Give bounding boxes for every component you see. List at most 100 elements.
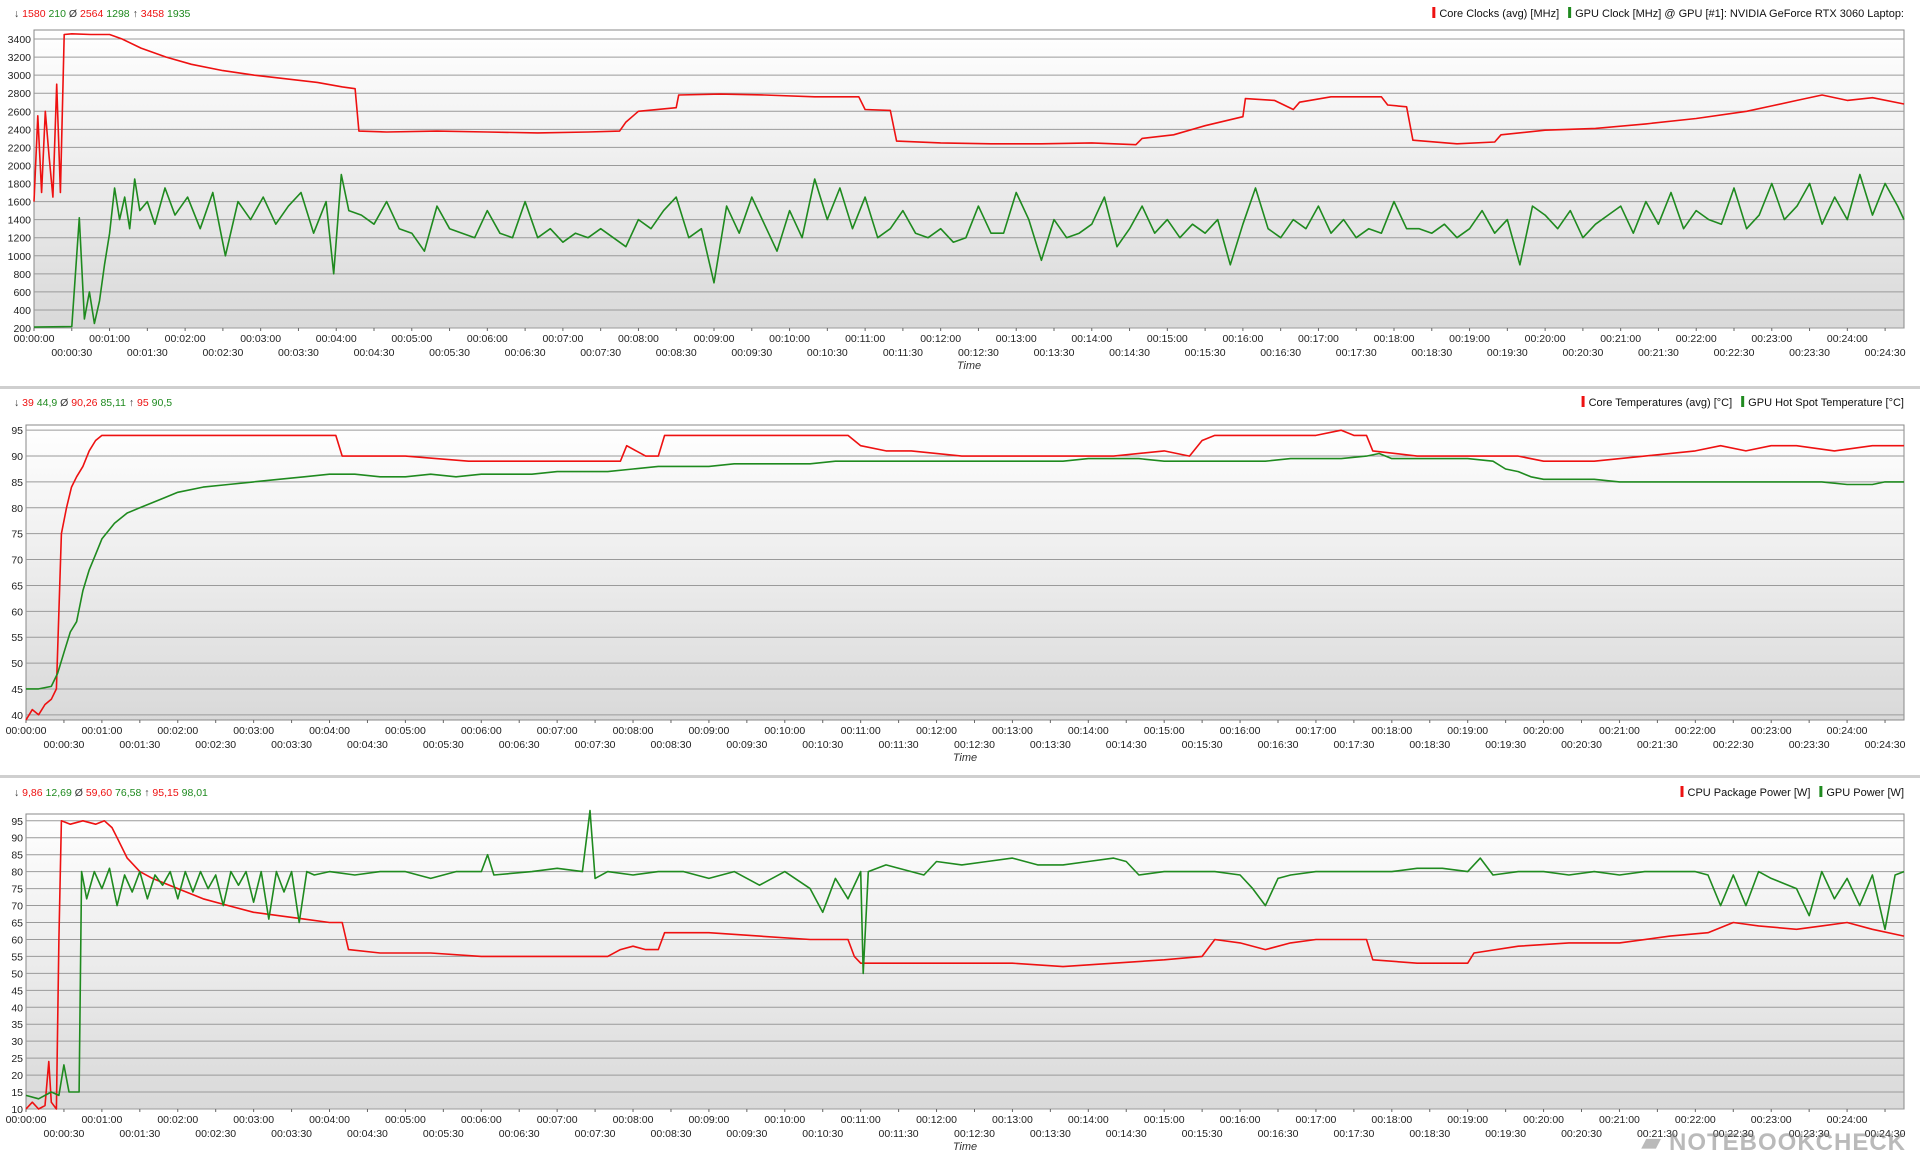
x-tick-label: 00:20:00 — [1525, 333, 1566, 345]
y-tick-label: 60 — [11, 606, 23, 618]
x-tick-label: 00:13:30 — [1030, 1128, 1071, 1140]
x-tick-label: 00:20:30 — [1562, 347, 1603, 359]
x-tick-label: 00:19:00 — [1447, 1114, 1488, 1126]
stats-value: ↓ — [14, 787, 22, 799]
stats-value: 2564 — [80, 8, 106, 20]
x-tick-label: 00:21:30 — [1637, 1128, 1678, 1140]
stats-value: 1935 — [167, 8, 191, 20]
y-tick-label: 95 — [11, 816, 23, 828]
x-tick-label: 00:20:00 — [1523, 1114, 1564, 1126]
x-tick-label: 00:23:30 — [1789, 347, 1830, 359]
x-tick-label: 00:07:30 — [575, 1128, 616, 1140]
y-tick-label: 25 — [11, 1053, 23, 1065]
x-tick-label: 00:08:00 — [613, 1114, 654, 1126]
legend-label: GPU Clock [MHz] @ GPU [#1]: NVIDIA GeFor… — [1575, 8, 1904, 20]
x-tick-label: 00:24:00 — [1827, 725, 1868, 737]
y-tick-label: 1200 — [8, 233, 32, 245]
y-tick-label: 90 — [11, 451, 23, 463]
panel-divider — [0, 386, 1920, 389]
x-tick-label: 00:17:30 — [1333, 1128, 1374, 1140]
y-tick-label: 75 — [11, 529, 23, 541]
stats-value: 76,58 — [115, 787, 141, 799]
y-tick-label: 50 — [11, 658, 23, 670]
x-tick-label: 00:12:30 — [954, 739, 995, 751]
legend-label: Core Clocks (avg) [MHz] — [1439, 8, 1559, 20]
stats-value: 1298 — [106, 8, 130, 20]
watermark-text: NOTEBOOKCHECK — [1668, 1129, 1906, 1156]
stats-value: 85,11 — [100, 397, 126, 409]
x-tick-label: 00:07:00 — [542, 333, 583, 345]
x-tick-label: 00:05:30 — [429, 347, 470, 359]
x-tick-label: 00:23:30 — [1789, 739, 1830, 751]
y-tick-label: 95 — [11, 425, 23, 437]
stats-value: ↑ — [129, 397, 137, 409]
chart-temperatures: 40 45 50 55 60 65 70 75 80 85 90 95 00:00:00 00:00:30… — [6, 396, 1906, 764]
stats-value: 90,26 — [71, 397, 100, 409]
y-tick-label: 40 — [11, 1002, 23, 1014]
stats-value: 210 — [48, 8, 66, 20]
x-tick-label: 00:19:30 — [1485, 1128, 1526, 1140]
y-tick-label: 65 — [11, 580, 23, 592]
y-tick-label: 2800 — [8, 88, 32, 100]
stats-value: ↓ — [14, 8, 22, 20]
x-tick-label: 00:02:00 — [157, 725, 198, 737]
x-tick-label: 00:06:00 — [461, 1114, 502, 1126]
x-tick-label: 00:09:00 — [688, 1114, 729, 1126]
x-tick-label: 00:16:00 — [1220, 725, 1261, 737]
stats-value: 95,15 — [152, 787, 181, 799]
x-tick-label: 00:13:00 — [996, 333, 1037, 345]
x-tick-label: 00:16:00 — [1222, 333, 1263, 345]
y-tick-label: 40 — [11, 710, 23, 722]
x-tick-label: 00:05:00 — [385, 725, 426, 737]
x-tick-label: 00:00:30 — [44, 739, 85, 751]
x-tick-label: 00:19:00 — [1447, 725, 1488, 737]
x-tick-label: 00:17:30 — [1333, 739, 1374, 751]
x-tick-label: 00:08:30 — [651, 1128, 692, 1140]
stats-value: 9,86 — [22, 787, 45, 799]
series-line — [25, 820, 1905, 1110]
y-tick-label: 75 — [11, 884, 23, 896]
x-tick-label: 00:01:00 — [81, 1114, 122, 1126]
x-tick-label: 00:08:00 — [613, 725, 654, 737]
x-tick-label: 00:14:00 — [1071, 333, 1112, 345]
y-tick-label: 10 — [11, 1104, 23, 1116]
x-tick-label: 00:00:30 — [51, 347, 92, 359]
legend-swatch — [1741, 396, 1745, 407]
x-tick-label: 00:17:30 — [1336, 347, 1377, 359]
y-tick-label: 70 — [11, 555, 23, 567]
legend-label: GPU Hot Spot Temperature [°C] — [1748, 397, 1904, 409]
x-tick-label: 00:18:00 — [1371, 1114, 1412, 1126]
panel-temperatures: 40 45 50 55 60 65 70 75 80 85 90 95 00:00:00 00:00:30… — [0, 389, 1920, 775]
x-tick-label: 00:00:00 — [6, 725, 47, 737]
x-tick-label: 00:16:00 — [1220, 1114, 1261, 1126]
x-tick-label: 00:00:30 — [44, 1128, 85, 1140]
x-tick-label: 00:15:00 — [1147, 333, 1188, 345]
x-tick-label: 00:04:30 — [347, 1128, 388, 1140]
x-tick-label: 00:16:30 — [1258, 1128, 1299, 1140]
x-tick-label: 00:13:30 — [1034, 347, 1075, 359]
stats-value: 3458 — [141, 8, 167, 20]
x-tick-label: 00:12:00 — [916, 725, 957, 737]
x-tick-label: 00:02:30 — [195, 739, 236, 751]
x-axis-title: Time — [953, 1141, 977, 1153]
x-tick-label: 00:18:00 — [1371, 725, 1412, 737]
x-tick-label: 00:04:00 — [309, 1114, 350, 1126]
stats-value: 98,01 — [182, 787, 208, 799]
x-tick-label: 00:03:30 — [271, 739, 312, 751]
plot-area — [25, 424, 1905, 721]
y-tick-label: 800 — [13, 269, 31, 281]
stats-value: ↓ — [14, 397, 22, 409]
stats-value: Ø — [75, 787, 86, 799]
x-axis-title: Time — [953, 752, 977, 764]
stats-header: ↓ 39 44,9 Ø 90,26 85,11 ↑ 95 90,5 — [14, 397, 172, 409]
y-tick-label: 2600 — [8, 106, 32, 118]
x-tick-label: 00:03:00 — [240, 333, 281, 345]
x-tick-label: 00:11:00 — [841, 1114, 881, 1126]
x-tick-label: 00:12:30 — [958, 347, 999, 359]
x-tick-label: 00:20:30 — [1561, 1128, 1602, 1140]
x-tick-label: 00:03:30 — [278, 347, 319, 359]
x-tick-label: 00:22:30 — [1713, 1128, 1754, 1140]
x-tick-label: 00:11:30 — [883, 347, 923, 359]
x-tick-label: 00:20:00 — [1523, 725, 1564, 737]
x-tick-label: 00:15:30 — [1182, 1128, 1223, 1140]
